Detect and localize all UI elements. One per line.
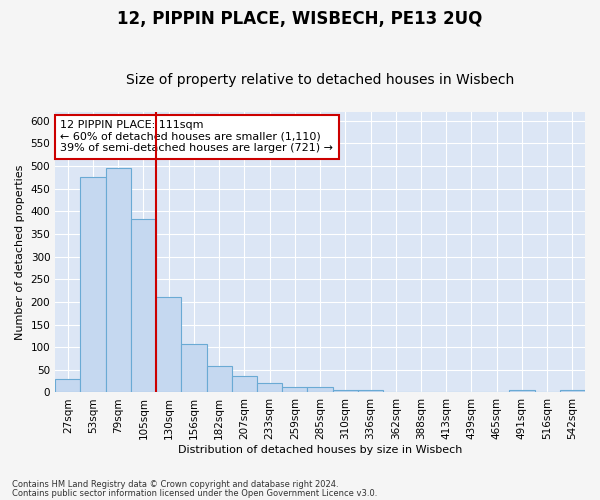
- Bar: [509, 390, 535, 392]
- Bar: [131, 219, 156, 392]
- Title: Size of property relative to detached houses in Wisbech: Size of property relative to detached ho…: [126, 73, 514, 87]
- Bar: [232, 376, 257, 392]
- Bar: [55, 379, 80, 392]
- Text: Contains public sector information licensed under the Open Government Licence v3: Contains public sector information licen…: [12, 488, 377, 498]
- Bar: [156, 298, 181, 392]
- Bar: [106, 168, 131, 392]
- Bar: [181, 344, 206, 393]
- Bar: [307, 387, 332, 392]
- Y-axis label: Number of detached properties: Number of detached properties: [15, 164, 25, 340]
- X-axis label: Distribution of detached houses by size in Wisbech: Distribution of detached houses by size …: [178, 445, 462, 455]
- Text: 12, PIPPIN PLACE, WISBECH, PE13 2UQ: 12, PIPPIN PLACE, WISBECH, PE13 2UQ: [118, 10, 482, 28]
- Bar: [80, 178, 106, 392]
- Bar: [282, 387, 307, 392]
- Text: Contains HM Land Registry data © Crown copyright and database right 2024.: Contains HM Land Registry data © Crown c…: [12, 480, 338, 489]
- Bar: [560, 390, 585, 392]
- Bar: [358, 390, 383, 392]
- Text: 12 PIPPIN PLACE: 111sqm
← 60% of detached houses are smaller (1,110)
39% of semi: 12 PIPPIN PLACE: 111sqm ← 60% of detache…: [61, 120, 334, 154]
- Bar: [206, 366, 232, 392]
- Bar: [332, 390, 358, 392]
- Bar: [257, 383, 282, 392]
